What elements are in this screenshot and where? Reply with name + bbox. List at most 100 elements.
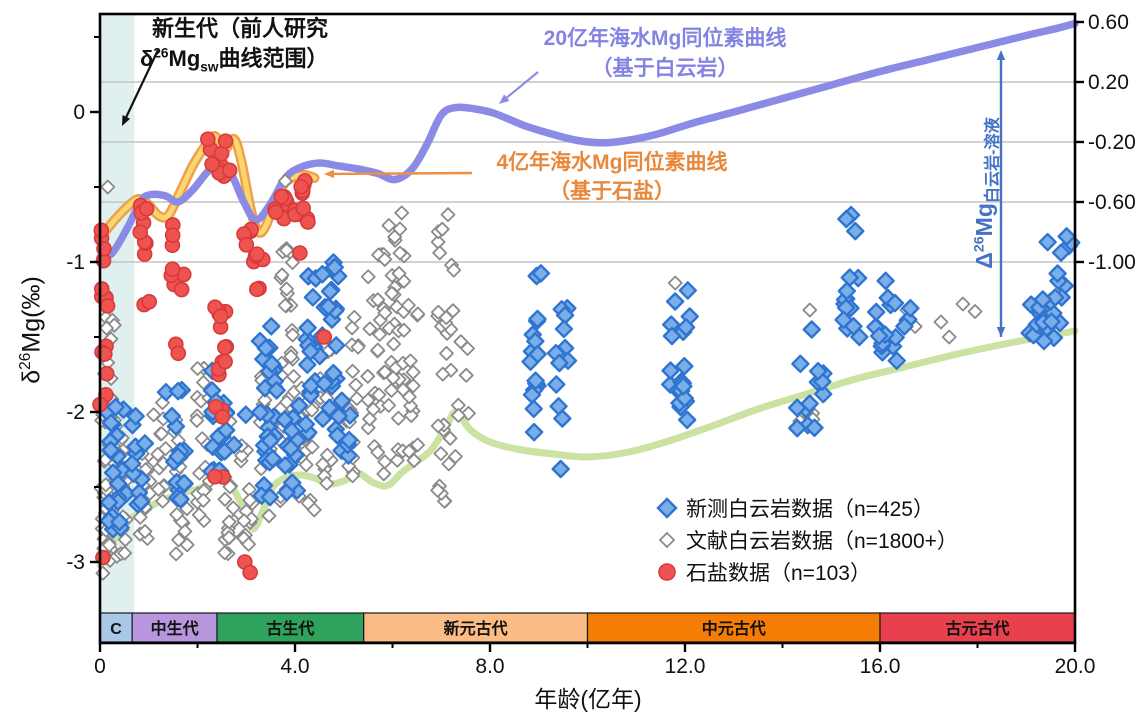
era-segment-5 (879, 612, 1076, 643)
annotation-cenozoic: 新生代（前人研究 δ26Mgsw曲线范围） (140, 14, 329, 74)
data-point (177, 523, 193, 539)
data-point (403, 408, 419, 423)
data-point (1057, 227, 1076, 246)
cenozoic-arrow-shaft (123, 49, 159, 122)
data-point (164, 227, 181, 244)
data-point (99, 298, 116, 314)
data-point (298, 355, 317, 374)
data-point (350, 339, 366, 355)
data-point (1038, 232, 1057, 252)
data-point (101, 413, 121, 433)
data-point (238, 237, 255, 253)
era-segment-4 (586, 612, 881, 643)
data-point (126, 407, 145, 426)
data-point (401, 389, 417, 405)
data-point (217, 491, 233, 507)
data-point (260, 487, 280, 507)
data-point (895, 317, 914, 336)
data-point (885, 293, 905, 313)
data-point (277, 298, 293, 313)
series-red-circle (92, 131, 333, 581)
data-point (154, 426, 170, 442)
data-point (433, 446, 449, 462)
blue-diamond (656, 497, 678, 519)
data-point (439, 345, 454, 361)
data-point (131, 492, 150, 511)
data-point (217, 353, 233, 370)
data-point (901, 299, 920, 318)
y-left-tick-label: 0 (73, 101, 85, 124)
axes: 0 -1 -2 -3 0.60 0.20 -0.20 -0.60 -1.00 0 4.0 8.0 12.… (66, 11, 1136, 678)
data-point (401, 297, 416, 313)
data-point (221, 162, 238, 179)
data-point (1048, 264, 1067, 283)
x-tick-label: 8.0 (475, 655, 504, 678)
data-point (320, 398, 339, 417)
data-point (451, 407, 466, 423)
data-point (267, 381, 286, 400)
data-point (805, 418, 824, 437)
data-point (440, 207, 456, 223)
annotation-cenozoic-line1: 新生代（前人研究 (152, 16, 329, 41)
data-point (214, 409, 231, 425)
data-point (283, 473, 302, 492)
data-point (124, 464, 143, 483)
data-point (282, 421, 301, 440)
data-point (384, 285, 400, 301)
data-point (384, 382, 399, 398)
data-point (1046, 288, 1065, 307)
data-point (410, 306, 426, 322)
data-point (802, 302, 818, 318)
data-point (377, 252, 393, 267)
era-band: C 中生代 古生代 新元古代 中元古代 古元古代 (99, 612, 1076, 643)
data-point (324, 363, 343, 383)
x-tick-label: 12.0 (665, 655, 706, 678)
label-dolomite-curve-line1: 20亿年海水Mg同位素曲线 (543, 27, 787, 50)
data-point (387, 229, 403, 245)
data-point (168, 381, 188, 401)
data-point (242, 492, 258, 508)
data-point (887, 351, 906, 370)
series-blue-diamond (98, 205, 1081, 539)
data-point (438, 310, 454, 326)
data-point (405, 378, 421, 394)
data-point (261, 508, 277, 524)
data-point (551, 459, 570, 479)
data-point (281, 439, 300, 458)
data-point (876, 271, 895, 291)
data-point (346, 309, 362, 325)
open-diamond-icon (648, 528, 686, 552)
data-point (224, 435, 244, 455)
data-point (217, 339, 233, 356)
data-point (325, 258, 344, 277)
data-point (396, 322, 412, 338)
y-axis-title: δ26Mg(‰) (17, 276, 46, 384)
dolomite-label-arrow-shaft (502, 71, 539, 102)
data-point (676, 318, 696, 337)
data-point (293, 178, 309, 195)
era-label-1: 中生代 (151, 619, 199, 638)
data-point (442, 430, 458, 446)
data-point (304, 439, 320, 455)
data-point (869, 326, 889, 346)
data-point (1051, 243, 1071, 262)
data-point (190, 361, 205, 376)
data-point (173, 281, 190, 298)
data-point (162, 406, 182, 426)
label-halite-curve-line1: 4亿年海水Mg同位素曲线 (496, 151, 728, 174)
data-point (791, 354, 810, 373)
data-point (461, 405, 476, 421)
data-point (434, 221, 450, 237)
era-label-0: C (110, 621, 122, 638)
label-halite-curve-line2: （基于石盐） (549, 180, 675, 203)
data-point (410, 437, 426, 453)
data-point (256, 339, 276, 358)
data-point (430, 483, 446, 498)
data-point (840, 268, 859, 287)
arrowhead (996, 327, 1006, 337)
data-point (403, 398, 418, 414)
data-point (216, 421, 236, 440)
data-point (146, 407, 161, 423)
y-right-tick-label: 0.60 (1088, 11, 1129, 34)
